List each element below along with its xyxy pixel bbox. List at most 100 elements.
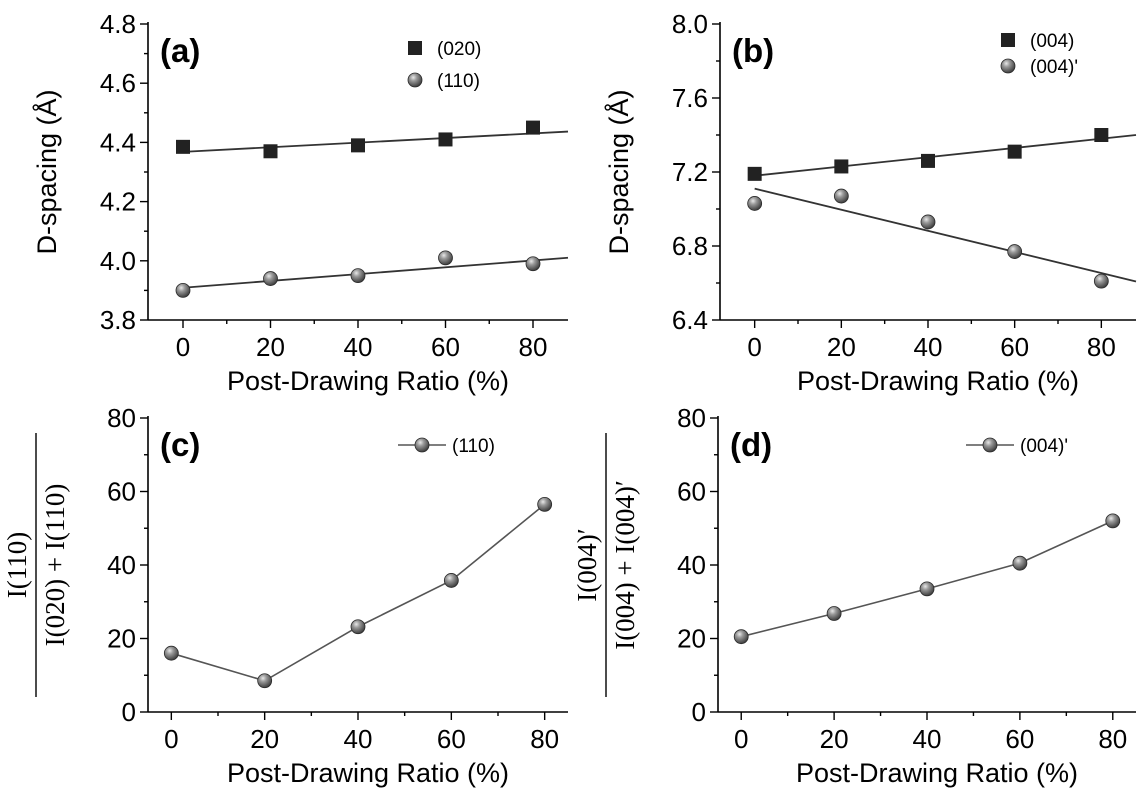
legend-label: (004) <box>1030 31 1074 52</box>
x-tick-label: 40 <box>914 332 943 362</box>
fit-line <box>182 256 569 289</box>
data-point <box>350 619 366 635</box>
y-tick-label: 4.8 <box>100 9 136 39</box>
data-point <box>919 581 935 597</box>
data-point <box>263 144 278 159</box>
x-tick-label: 60 <box>1000 332 1029 362</box>
data-point <box>176 139 190 154</box>
data-point <box>438 250 453 266</box>
legend-label: (020) <box>437 39 481 60</box>
fit-line <box>754 134 1137 177</box>
y-axis-fraction: I(004)′ I(004) + I(004)′ <box>572 433 640 697</box>
data-point <box>1007 144 1022 159</box>
legend-label: (004)' <box>1020 436 1068 457</box>
data-point <box>1094 128 1109 142</box>
data-point <box>826 606 842 621</box>
data-point <box>1105 513 1121 529</box>
x-tick-label: 0 <box>747 332 761 362</box>
y-tick-label: 7.2 <box>672 157 708 187</box>
y-tick-label: 80 <box>107 403 136 433</box>
y-tick-label: 6.4 <box>672 305 708 335</box>
legend-label: (110) <box>452 436 495 457</box>
data-point <box>526 120 540 135</box>
x-tick-label: 80 <box>1087 332 1116 362</box>
data-point <box>263 271 278 286</box>
series-0 <box>747 128 1137 181</box>
legend-marker <box>1001 33 1015 47</box>
panel-label: (b) <box>732 32 774 69</box>
y-tick-label: 80 <box>677 403 706 433</box>
y-tick-label: 3.8 <box>100 305 136 335</box>
data-point <box>747 196 763 211</box>
y-tick-label: 6.8 <box>672 231 708 261</box>
panel-d: 0 20 40 60 80 0 20 40 60 80 Post-Drawing Ratio (%)… <box>572 403 1136 788</box>
data-point <box>733 629 749 645</box>
data-point <box>921 153 935 168</box>
x-axis-title: Post-Drawing Ratio (%) <box>796 758 1078 788</box>
y-tick-label: 40 <box>677 550 706 580</box>
x-tick-label: 20 <box>827 332 856 362</box>
fit-line <box>182 130 569 153</box>
legend-marker <box>1000 58 1016 74</box>
x-tick-label: 80 <box>519 332 548 362</box>
y-tick-label: 7.6 <box>672 83 708 113</box>
legend: (110) <box>398 436 495 457</box>
x-tick-label: 40 <box>344 724 373 754</box>
y-tick-label: 20 <box>107 624 136 654</box>
fraction-denominator: I(004) + I(004)′ <box>610 480 640 650</box>
y-tick-label: 4.6 <box>100 68 136 98</box>
x-tick-label: 20 <box>820 724 849 754</box>
y-axis-title: D-spacing (Å) <box>603 89 634 254</box>
data-point <box>920 214 936 230</box>
data-point <box>1012 555 1028 571</box>
x-tick-label: 60 <box>1005 724 1034 754</box>
y-tick-label: 20 <box>677 624 706 654</box>
y-tick-label: 60 <box>677 477 706 507</box>
y-tick-label: 60 <box>107 477 136 507</box>
series-0 <box>163 496 553 689</box>
data-point <box>351 138 365 153</box>
legend-label: (110) <box>437 71 480 92</box>
x-tick-label: 20 <box>250 724 279 754</box>
panel-label: (a) <box>160 32 200 69</box>
x-axis-title: Post-Drawing Ratio (%) <box>227 366 509 396</box>
x-tick-label: 60 <box>431 332 460 362</box>
x-tick-label: 40 <box>913 724 942 754</box>
x-tick-label: 60 <box>437 724 466 754</box>
y-axis-fraction: I(110) I(020) + I(110) <box>2 433 70 697</box>
panel-a: 3.8 4.0 4.2 4.4 4.6 4.8 0 20 40 60 80 Post-Drawing … <box>31 9 569 396</box>
legend-marker <box>408 41 422 55</box>
data-point <box>1093 273 1109 289</box>
y-tick-label: 4.2 <box>100 187 136 217</box>
series-0 <box>176 120 569 159</box>
legend-marker <box>414 437 430 453</box>
legend: (004) (004)' <box>1000 31 1078 78</box>
x-tick-label: 20 <box>256 332 285 362</box>
x-tick-label: 0 <box>164 724 178 754</box>
y-tick-label: 4.0 <box>100 246 136 276</box>
data-point <box>257 673 273 689</box>
data-point <box>1007 244 1023 259</box>
x-axis-title: Post-Drawing Ratio (%) <box>797 366 1079 396</box>
x-axis-title: Post-Drawing Ratio (%) <box>227 758 509 788</box>
y-tick-label: 0 <box>122 697 136 727</box>
series-line <box>741 520 1114 638</box>
data-point <box>833 188 849 204</box>
data-point <box>350 268 366 284</box>
y-tick-label: 4.4 <box>100 127 136 157</box>
legend-marker <box>982 437 998 453</box>
fraction-numerator: I(004)′ <box>572 528 602 601</box>
y-axis-title: D-spacing (Å) <box>31 89 62 254</box>
data-point <box>834 159 849 174</box>
legend: (020) (110) <box>407 39 481 92</box>
panel-b: 6.4 6.8 7.2 7.6 8.0 0 20 40 60 80 Post-Drawing Rat… <box>603 9 1137 396</box>
legend-label: (004)' <box>1030 57 1078 78</box>
data-point <box>438 132 453 147</box>
panel-label: (d) <box>730 426 772 463</box>
series-1 <box>747 187 1137 289</box>
x-tick-label: 0 <box>734 724 748 754</box>
data-point <box>537 496 553 512</box>
fraction-numerator: I(110) <box>2 532 32 598</box>
x-tick-label: 40 <box>344 332 373 362</box>
data-point <box>525 256 541 272</box>
